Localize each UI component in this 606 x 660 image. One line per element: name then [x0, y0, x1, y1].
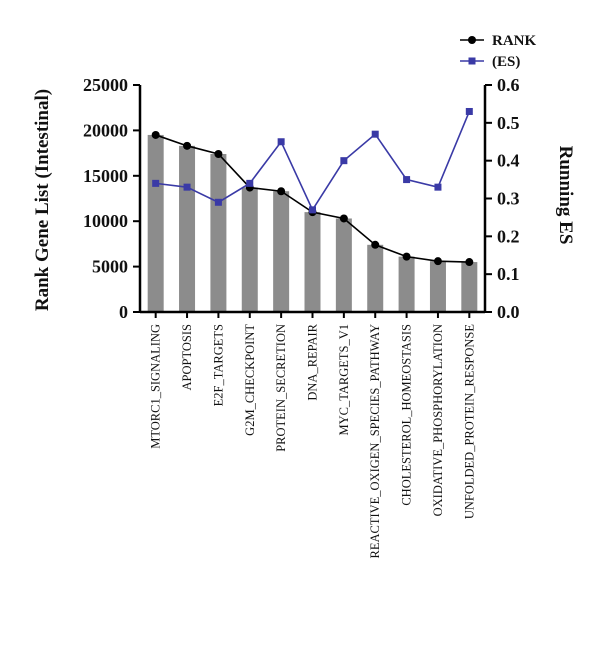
y-tick-label-left: 20000	[83, 120, 128, 140]
category-label: APOPTOSIS	[180, 324, 194, 391]
category-label: OXIDATIVE_PHOSPHORYLATION	[431, 324, 445, 516]
y-tick-label-left: 25000	[83, 75, 128, 95]
rank-point	[402, 252, 411, 261]
rank-point	[277, 187, 286, 196]
legend-label-es: (ES)	[492, 54, 520, 70]
y-tick-label-right: 0.1	[497, 264, 520, 284]
bar-mtorc1_signaling	[147, 134, 164, 312]
es-point	[214, 198, 222, 206]
category-label: G2M_CHECKPOINT	[243, 324, 257, 436]
rank-point	[183, 141, 192, 150]
y-tick-label-left: 10000	[83, 211, 128, 231]
category-label: MYC_TARGETS_V1	[337, 324, 351, 436]
bars-layer	[147, 134, 478, 312]
y-tick-label-right: 0.6	[497, 75, 520, 95]
bar-g2m_checkpoint	[241, 187, 258, 312]
category-label: DNA_REPAIR	[306, 323, 320, 400]
y-tick-label-right: 0.2	[497, 226, 520, 246]
category-label: PROTEIN_SECRETION	[274, 324, 288, 452]
bar-dna_repair	[304, 212, 321, 312]
es-point	[434, 183, 442, 191]
es-point	[277, 138, 285, 146]
bar-cholesterol_homeostasis	[398, 256, 415, 312]
y-axis-title-left: Rank Gene List (Intestinal)	[32, 89, 53, 311]
lines-layer	[151, 107, 474, 267]
legend: RANK (ES)	[460, 33, 536, 70]
rank-point	[433, 257, 442, 266]
rank-point	[214, 150, 223, 159]
category-label: REACTIVE_OXIGEN_SPECIES_PATHWAY	[368, 324, 382, 559]
es-point	[309, 206, 316, 214]
y-tick-label-right: 0.3	[497, 189, 520, 209]
es-point	[340, 157, 348, 165]
category-label: UNFOLDED_PROTEIN_RESPONSE	[462, 324, 476, 520]
rank-point	[465, 258, 474, 267]
category-labels-layer: MTORC1_SIGNALING APOPTOSIS E2F_TARGETS G2M_…	[149, 323, 477, 558]
y-tick-label-right: 0.4	[497, 151, 520, 171]
y-tick-label-left: 0	[119, 302, 128, 322]
rank-point	[339, 214, 348, 223]
es-line	[155, 111, 471, 212]
rank-point	[151, 130, 160, 139]
es-point	[371, 130, 379, 138]
es-point	[246, 179, 254, 187]
es-point	[465, 107, 473, 115]
bar-unfolded_protein_response	[461, 262, 478, 312]
rank-point	[371, 240, 380, 249]
y-tick-label-left: 15000	[83, 166, 128, 186]
bar-myc_targets_v1	[335, 218, 352, 312]
bar-oxidative_phosphorylation	[429, 261, 446, 312]
bar-protein_secretion	[273, 191, 290, 312]
ticks-layer: 0 5000 10000 15000 20000 25000 0.0 0.1 0.2 0.3 0.4…	[83, 75, 520, 322]
es-point	[183, 183, 191, 191]
y-tick-label-left: 5000	[92, 257, 128, 277]
category-label: MTORC1_SIGNALING	[149, 324, 163, 449]
category-label: E2F_TARGETS	[211, 324, 225, 406]
legend-label-rank: RANK	[492, 33, 536, 49]
bar-e2f_targets	[210, 154, 227, 312]
bar-apoptosis	[179, 145, 196, 312]
y-axis-title-right: Running ES	[555, 146, 576, 245]
legend-item-rank: RANK	[460, 33, 536, 49]
category-label: CHOLESTEROL_HOMEOSTASIS	[400, 324, 414, 506]
y-tick-label-right: 0.5	[497, 113, 520, 133]
legend-item-es: (ES)	[460, 54, 520, 70]
es-point	[403, 176, 411, 184]
es-point	[152, 179, 160, 187]
y-tick-label-right: 0.0	[497, 302, 520, 322]
bar-reactive_oxigen_species_pathway	[367, 244, 384, 312]
